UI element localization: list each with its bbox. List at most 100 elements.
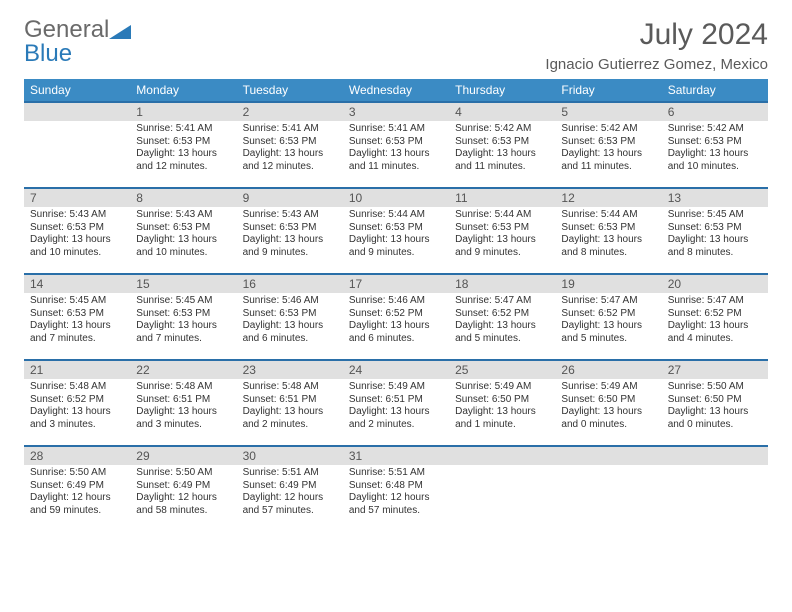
calendar-week-row: 7Sunrise: 5:43 AMSunset: 6:53 PMDaylight… (24, 187, 768, 273)
daylight-text: Daylight: 13 hours and 8 minutes. (668, 234, 762, 259)
calendar-day-cell: 6Sunrise: 5:42 AMSunset: 6:53 PMDaylight… (662, 101, 768, 187)
sunrise-text: Sunrise: 5:45 AM (30, 295, 124, 308)
day-body: Sunrise: 5:41 AMSunset: 6:53 PMDaylight:… (237, 121, 343, 177)
day-body: Sunrise: 5:43 AMSunset: 6:53 PMDaylight:… (24, 207, 130, 263)
calendar-day-cell: 8Sunrise: 5:43 AMSunset: 6:53 PMDaylight… (130, 187, 236, 273)
sunrise-text: Sunrise: 5:47 AM (455, 295, 549, 308)
daylight-text: Daylight: 13 hours and 7 minutes. (136, 320, 230, 345)
day-number: 16 (237, 273, 343, 293)
day-number (24, 101, 130, 121)
day-header: Monday (130, 79, 236, 101)
calendar-day-cell: 18Sunrise: 5:47 AMSunset: 6:52 PMDayligh… (449, 273, 555, 359)
daylight-text: Daylight: 13 hours and 9 minutes. (243, 234, 337, 259)
sunrise-text: Sunrise: 5:51 AM (349, 467, 443, 480)
sunrise-text: Sunrise: 5:43 AM (243, 209, 337, 222)
day-header: Sunday (24, 79, 130, 101)
sunset-text: Sunset: 6:48 PM (349, 480, 443, 493)
logo: General Blue (24, 18, 131, 66)
sunrise-text: Sunrise: 5:45 AM (668, 209, 762, 222)
daylight-text: Daylight: 12 hours and 57 minutes. (243, 492, 337, 517)
day-header: Tuesday (237, 79, 343, 101)
calendar-day-cell: 11Sunrise: 5:44 AMSunset: 6:53 PMDayligh… (449, 187, 555, 273)
day-body: Sunrise: 5:49 AMSunset: 6:50 PMDaylight:… (555, 379, 661, 435)
day-number (555, 445, 661, 465)
day-number: 24 (343, 359, 449, 379)
calendar-day-cell: 15Sunrise: 5:45 AMSunset: 6:53 PMDayligh… (130, 273, 236, 359)
sunrise-text: Sunrise: 5:51 AM (243, 467, 337, 480)
daylight-text: Daylight: 13 hours and 4 minutes. (668, 320, 762, 345)
sunrise-text: Sunrise: 5:44 AM (561, 209, 655, 222)
day-number: 15 (130, 273, 236, 293)
sunrise-text: Sunrise: 5:50 AM (30, 467, 124, 480)
sunrise-text: Sunrise: 5:49 AM (349, 381, 443, 394)
sunset-text: Sunset: 6:49 PM (30, 480, 124, 493)
sunrise-text: Sunrise: 5:43 AM (30, 209, 124, 222)
calendar-week-row: 14Sunrise: 5:45 AMSunset: 6:53 PMDayligh… (24, 273, 768, 359)
day-body: Sunrise: 5:41 AMSunset: 6:53 PMDaylight:… (130, 121, 236, 177)
daylight-text: Daylight: 13 hours and 12 minutes. (136, 148, 230, 173)
sunset-text: Sunset: 6:53 PM (455, 222, 549, 235)
calendar-day-cell: 20Sunrise: 5:47 AMSunset: 6:52 PMDayligh… (662, 273, 768, 359)
calendar-day-cell: 30Sunrise: 5:51 AMSunset: 6:49 PMDayligh… (237, 445, 343, 531)
day-number: 26 (555, 359, 661, 379)
daylight-text: Daylight: 13 hours and 9 minutes. (349, 234, 443, 259)
day-header: Friday (555, 79, 661, 101)
calendar-day-cell: 10Sunrise: 5:44 AMSunset: 6:53 PMDayligh… (343, 187, 449, 273)
sunset-text: Sunset: 6:53 PM (668, 136, 762, 149)
day-number: 14 (24, 273, 130, 293)
day-body: Sunrise: 5:42 AMSunset: 6:53 PMDaylight:… (449, 121, 555, 177)
calendar-day-cell: 3Sunrise: 5:41 AMSunset: 6:53 PMDaylight… (343, 101, 449, 187)
day-body: Sunrise: 5:44 AMSunset: 6:53 PMDaylight:… (555, 207, 661, 263)
day-number: 18 (449, 273, 555, 293)
sunrise-text: Sunrise: 5:41 AM (136, 123, 230, 136)
calendar-day-cell (449, 445, 555, 531)
sunset-text: Sunset: 6:52 PM (30, 394, 124, 407)
day-body: Sunrise: 5:45 AMSunset: 6:53 PMDaylight:… (662, 207, 768, 263)
daylight-text: Daylight: 13 hours and 2 minutes. (349, 406, 443, 431)
day-body: Sunrise: 5:51 AMSunset: 6:49 PMDaylight:… (237, 465, 343, 521)
calendar-day-cell: 27Sunrise: 5:50 AMSunset: 6:50 PMDayligh… (662, 359, 768, 445)
sunset-text: Sunset: 6:52 PM (668, 308, 762, 321)
day-body: Sunrise: 5:43 AMSunset: 6:53 PMDaylight:… (130, 207, 236, 263)
daylight-text: Daylight: 13 hours and 10 minutes. (668, 148, 762, 173)
daylight-text: Daylight: 13 hours and 0 minutes. (668, 406, 762, 431)
logo-text-general: General (24, 16, 109, 43)
sunset-text: Sunset: 6:53 PM (30, 308, 124, 321)
day-body: Sunrise: 5:45 AMSunset: 6:53 PMDaylight:… (130, 293, 236, 349)
calendar-week-row: 1Sunrise: 5:41 AMSunset: 6:53 PMDaylight… (24, 101, 768, 187)
sunset-text: Sunset: 6:52 PM (561, 308, 655, 321)
calendar-week-row: 21Sunrise: 5:48 AMSunset: 6:52 PMDayligh… (24, 359, 768, 445)
sunset-text: Sunset: 6:53 PM (455, 136, 549, 149)
day-body: Sunrise: 5:45 AMSunset: 6:53 PMDaylight:… (24, 293, 130, 349)
day-body: Sunrise: 5:50 AMSunset: 6:49 PMDaylight:… (130, 465, 236, 521)
sunset-text: Sunset: 6:51 PM (243, 394, 337, 407)
day-number: 5 (555, 101, 661, 121)
sunrise-text: Sunrise: 5:42 AM (455, 123, 549, 136)
day-number (449, 445, 555, 465)
daylight-text: Daylight: 13 hours and 11 minutes. (455, 148, 549, 173)
calendar-day-cell: 22Sunrise: 5:48 AMSunset: 6:51 PMDayligh… (130, 359, 236, 445)
sunrise-text: Sunrise: 5:43 AM (136, 209, 230, 222)
day-number: 20 (662, 273, 768, 293)
day-body: Sunrise: 5:44 AMSunset: 6:53 PMDaylight:… (343, 207, 449, 263)
calendar-day-cell: 16Sunrise: 5:46 AMSunset: 6:53 PMDayligh… (237, 273, 343, 359)
day-number: 7 (24, 187, 130, 207)
day-number: 25 (449, 359, 555, 379)
sunset-text: Sunset: 6:50 PM (455, 394, 549, 407)
calendar-day-cell: 31Sunrise: 5:51 AMSunset: 6:48 PMDayligh… (343, 445, 449, 531)
daylight-text: Daylight: 13 hours and 10 minutes. (136, 234, 230, 259)
day-body: Sunrise: 5:50 AMSunset: 6:49 PMDaylight:… (24, 465, 130, 521)
daylight-text: Daylight: 13 hours and 9 minutes. (455, 234, 549, 259)
day-number: 30 (237, 445, 343, 465)
daylight-text: Daylight: 13 hours and 12 minutes. (243, 148, 337, 173)
sunrise-text: Sunrise: 5:45 AM (136, 295, 230, 308)
day-body (449, 465, 555, 517)
day-number: 27 (662, 359, 768, 379)
sunrise-text: Sunrise: 5:44 AM (455, 209, 549, 222)
calendar-day-cell: 1Sunrise: 5:41 AMSunset: 6:53 PMDaylight… (130, 101, 236, 187)
sunrise-text: Sunrise: 5:48 AM (136, 381, 230, 394)
sunset-text: Sunset: 6:52 PM (455, 308, 549, 321)
sunset-text: Sunset: 6:51 PM (349, 394, 443, 407)
sunrise-text: Sunrise: 5:44 AM (349, 209, 443, 222)
sunset-text: Sunset: 6:53 PM (668, 222, 762, 235)
